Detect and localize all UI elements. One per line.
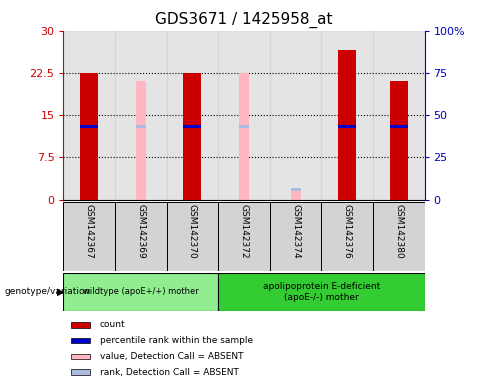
Bar <box>183 125 202 128</box>
Bar <box>115 202 166 271</box>
Bar <box>63 273 218 311</box>
Bar <box>63 31 115 200</box>
Bar <box>322 202 373 271</box>
Bar <box>322 31 373 200</box>
Bar <box>270 31 322 200</box>
Bar <box>338 50 356 200</box>
Bar <box>80 125 98 128</box>
Bar <box>71 354 90 359</box>
Bar <box>338 125 356 128</box>
Bar <box>291 188 301 191</box>
Bar <box>136 81 146 200</box>
Bar <box>373 31 425 200</box>
Bar <box>390 81 408 200</box>
Text: percentile rank within the sample: percentile rank within the sample <box>100 336 253 345</box>
Bar <box>71 322 90 328</box>
Text: ▶: ▶ <box>57 287 65 297</box>
Text: GSM142374: GSM142374 <box>291 204 300 258</box>
Bar <box>218 202 270 271</box>
Bar <box>373 202 425 271</box>
Bar <box>71 369 90 375</box>
Bar <box>71 338 90 343</box>
Bar <box>239 73 249 200</box>
Bar <box>80 73 98 200</box>
Bar <box>183 73 202 200</box>
Bar <box>136 125 146 128</box>
Text: GSM142369: GSM142369 <box>136 204 145 258</box>
Bar <box>291 191 301 200</box>
Bar <box>115 31 166 200</box>
Text: GSM142380: GSM142380 <box>394 204 403 258</box>
Bar <box>218 31 270 200</box>
Bar <box>166 202 218 271</box>
Text: apolipoprotein E-deficient
(apoE-/-) mother: apolipoprotein E-deficient (apoE-/-) mot… <box>263 282 380 301</box>
Text: rank, Detection Call = ABSENT: rank, Detection Call = ABSENT <box>100 368 239 377</box>
Text: GSM142370: GSM142370 <box>188 204 197 258</box>
Bar <box>63 202 115 271</box>
Bar <box>390 125 408 128</box>
Text: GSM142376: GSM142376 <box>343 204 352 258</box>
Bar <box>166 31 218 200</box>
Text: genotype/variation: genotype/variation <box>5 287 91 296</box>
Title: GDS3671 / 1425958_at: GDS3671 / 1425958_at <box>155 12 333 28</box>
Bar <box>239 125 249 128</box>
Text: GSM142372: GSM142372 <box>240 204 248 258</box>
Bar <box>270 202 322 271</box>
Text: GSM142367: GSM142367 <box>85 204 94 258</box>
Bar <box>218 273 425 311</box>
Text: wildtype (apoE+/+) mother: wildtype (apoE+/+) mother <box>83 287 199 296</box>
Text: count: count <box>100 320 125 329</box>
Text: value, Detection Call = ABSENT: value, Detection Call = ABSENT <box>100 352 243 361</box>
